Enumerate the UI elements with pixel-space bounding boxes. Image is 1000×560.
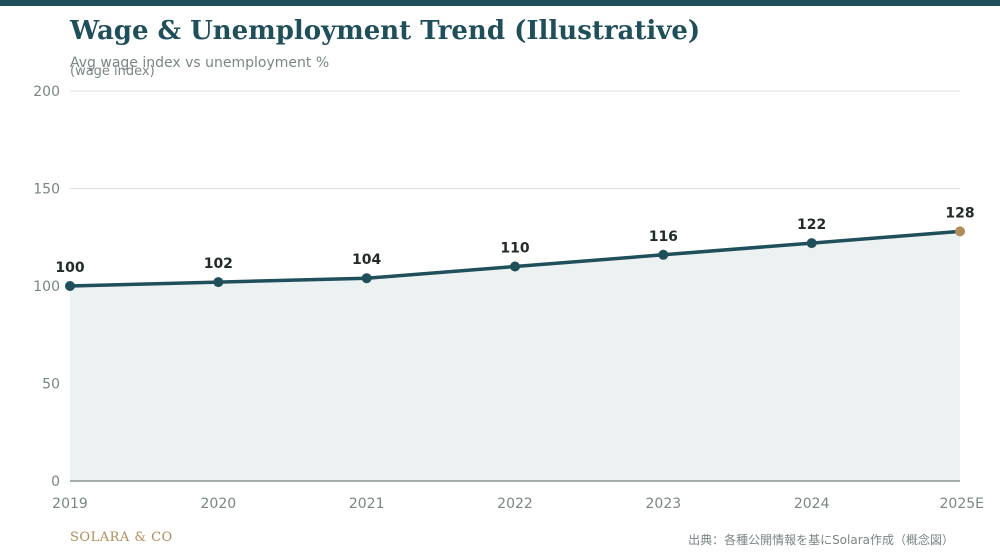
data-point-2019 [65,281,75,291]
data-point-2025E [955,226,965,237]
data-label-2020: 102 [204,256,233,272]
data-label-2022: 110 [500,241,529,257]
top-accent-bar [0,0,1000,6]
data-point-2024 [806,238,817,249]
chart-title: Wage & Unemployment Trend (Illustrative) [70,16,701,46]
data-point-2022 [510,261,520,272]
data-labels: 100 102 104 110 116 122 128 [55,205,974,276]
y-axis-label: (wage index) [70,64,155,79]
area-fill [70,231,960,481]
brand-logo-text: SOLARA & CO [70,530,173,545]
data-label-2025E: 128 [945,205,974,221]
data-label-2021: 104 [352,252,381,268]
x-tick-2021: 2021 [349,496,385,512]
y-tick-200: 200 [33,84,60,100]
area-layer [70,231,960,481]
y-tick-labels: 0 50 100 150 200 [33,84,60,490]
x-tick-2020: 2020 [201,496,237,512]
data-points [65,226,965,291]
x-tick-2023: 2023 [646,496,682,512]
y-tick-150: 150 [33,182,60,198]
x-tick-2022: 2022 [497,496,533,512]
data-label-2024: 122 [797,217,826,233]
x-tick-labels: 2019 2020 2021 2022 2023 2024 2025E [52,496,984,512]
data-label-2023: 116 [649,229,678,245]
source-note: 出典：各種公開情報を基にSolara作成（概念図） [688,533,954,547]
y-tick-50: 50 [42,377,60,393]
data-label-2019: 100 [55,260,84,276]
y-tick-100: 100 [33,279,60,295]
x-tick-2025E: 2025E [940,496,984,512]
x-tick-2024: 2024 [794,496,830,512]
x-tick-2019: 2019 [52,496,88,512]
data-point-2021 [361,273,372,284]
data-point-2023 [658,249,669,260]
data-point-2020 [213,277,224,288]
chart-subtitle: Avg wage index vs unemployment % [70,55,330,71]
y-tick-0: 0 [51,474,60,490]
